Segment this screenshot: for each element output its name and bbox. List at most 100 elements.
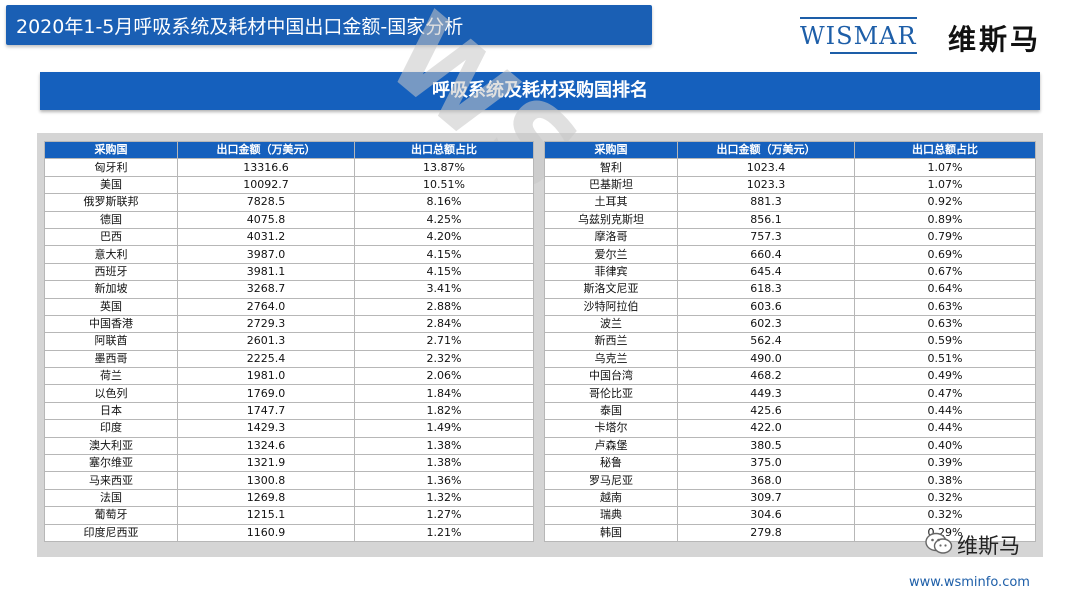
table-row: 塞尔维亚 1321.9 1.38% — [44, 454, 534, 473]
share-cell: 0.79% — [854, 227, 1036, 247]
country-cell: 葡萄牙 — [44, 506, 178, 525]
column-header-country: 采购国 — [544, 140, 678, 160]
country-cell: 塞尔维亚 — [44, 454, 178, 473]
table-row: 阿联酋 2601.3 2.71% — [44, 332, 534, 351]
country-cell: 以色列 — [44, 384, 178, 403]
share-cell: 2.88% — [354, 297, 534, 316]
country-cell: 瑞典 — [544, 506, 678, 525]
table-row: 德国 4075.8 4.25% — [44, 210, 534, 229]
table-row: 斯洛文尼亚 618.3 0.64% — [544, 280, 1036, 299]
country-cell: 法国 — [44, 488, 178, 508]
section-title-bar: 呼吸系统及耗材采购国排名 — [40, 72, 1040, 110]
export-amount-cell: 4031.2 — [177, 227, 355, 247]
export-amount-cell: 422.0 — [677, 419, 855, 438]
share-cell: 1.38% — [354, 454, 534, 473]
logo-en-text: WISMAR — [800, 17, 917, 54]
export-amount-cell: 380.5 — [677, 436, 855, 456]
table-row: 印度 1429.3 1.49% — [44, 419, 534, 438]
share-cell: 2.06% — [354, 367, 534, 386]
share-cell: 2.71% — [354, 332, 534, 351]
country-cell: 墨西哥 — [44, 349, 178, 369]
share-cell: 0.32% — [854, 506, 1036, 525]
export-amount-cell: 13316.6 — [177, 158, 355, 177]
table-row: 法国 1269.8 1.32% — [44, 488, 534, 508]
table-row: 中国台湾 468.2 0.49% — [544, 367, 1036, 386]
table-row: 越南 309.7 0.32% — [544, 488, 1036, 508]
share-cell: 8.16% — [354, 193, 534, 212]
export-amount-cell: 2764.0 — [177, 297, 355, 316]
export-amount-cell: 1269.8 — [177, 488, 355, 508]
country-cell: 新加坡 — [44, 280, 178, 299]
share-cell: 0.51% — [854, 349, 1036, 369]
export-amount-cell: 856.1 — [677, 210, 855, 229]
slide-title: 2020年1-5月呼吸系统及耗材中国出口金额-国家分析 — [16, 16, 464, 38]
export-amount-cell: 490.0 — [677, 349, 855, 369]
table-row: 巴西 4031.2 4.20% — [44, 227, 534, 247]
export-amount-cell: 3268.7 — [177, 280, 355, 299]
country-cell: 西班牙 — [44, 262, 178, 282]
country-cell: 泰国 — [544, 401, 678, 421]
table-row: 波兰 602.3 0.63% — [544, 314, 1036, 334]
table-row: 新西兰 562.4 0.59% — [544, 332, 1036, 351]
country-cell: 沙特阿拉伯 — [544, 297, 678, 316]
table-row: 卢森堡 380.5 0.40% — [544, 436, 1036, 456]
export-amount-cell: 1769.0 — [177, 384, 355, 403]
share-cell: 1.84% — [354, 384, 534, 403]
wechat-icon — [925, 532, 953, 554]
country-cell: 印度尼西亚 — [44, 523, 178, 542]
share-cell: 0.44% — [854, 419, 1036, 438]
share-cell: 1.27% — [354, 506, 534, 525]
country-cell: 哥伦比亚 — [544, 384, 678, 403]
share-cell: 0.63% — [854, 297, 1036, 316]
table-row: 西班牙 3981.1 4.15% — [44, 262, 534, 282]
country-cell: 卢森堡 — [544, 436, 678, 456]
share-cell: 0.69% — [854, 245, 1036, 264]
share-cell: 1.36% — [354, 471, 534, 490]
country-cell: 意大利 — [44, 245, 178, 264]
footer-url[interactable]: www.wsminfo.com — [909, 575, 1030, 590]
export-amount-cell: 449.3 — [677, 384, 855, 403]
table-row: 韩国 279.8 0.29% — [544, 523, 1036, 542]
table-row: 英国 2764.0 2.88% — [44, 297, 534, 316]
export-amount-cell: 3987.0 — [177, 245, 355, 264]
table-row: 土耳其 881.3 0.92% — [544, 193, 1036, 212]
share-cell: 0.44% — [854, 401, 1036, 421]
share-cell: 1.21% — [354, 523, 534, 542]
export-amount-cell: 660.4 — [677, 245, 855, 264]
column-header-share: 出口总额占比 — [354, 140, 534, 160]
country-cell: 巴西 — [44, 227, 178, 247]
export-amount-cell: 2225.4 — [177, 349, 355, 369]
table-row: 巴基斯坦 1023.3 1.07% — [544, 175, 1036, 195]
share-cell: 1.38% — [354, 436, 534, 456]
share-cell: 0.89% — [854, 210, 1036, 229]
export-amount-cell: 1023.3 — [677, 175, 855, 195]
country-cell: 摩洛哥 — [544, 227, 678, 247]
country-cell: 马来西亚 — [44, 471, 178, 490]
table-row: 卡塔尔 422.0 0.44% — [544, 419, 1036, 438]
country-cell: 匈牙利 — [44, 158, 178, 177]
share-cell: 4.15% — [354, 262, 534, 282]
table-row: 乌克兰 490.0 0.51% — [544, 349, 1036, 369]
country-cell: 德国 — [44, 210, 178, 229]
export-amount-cell: 309.7 — [677, 488, 855, 508]
export-amount-cell: 468.2 — [677, 367, 855, 386]
share-cell: 4.20% — [354, 227, 534, 247]
export-amount-cell: 1300.8 — [177, 471, 355, 490]
export-amount-cell: 304.6 — [677, 506, 855, 525]
table-row: 沙特阿拉伯 603.6 0.63% — [544, 297, 1036, 316]
export-amount-cell: 279.8 — [677, 523, 855, 542]
share-cell: 4.15% — [354, 245, 534, 264]
wismar-logo: WISMAR 维斯马 — [800, 12, 1070, 56]
share-cell: 4.25% — [354, 210, 534, 229]
table-row: 泰国 425.6 0.44% — [544, 401, 1036, 421]
country-cell: 俄罗斯联邦 — [44, 193, 178, 212]
country-cell: 荷兰 — [44, 367, 178, 386]
column-header-share: 出口总额占比 — [854, 140, 1036, 160]
column-header-export-amount: 出口金额（万美元） — [677, 140, 855, 160]
export-amount-cell: 603.6 — [677, 297, 855, 316]
share-cell: 0.38% — [854, 471, 1036, 490]
export-amount-cell: 3981.1 — [177, 262, 355, 282]
share-cell: 0.63% — [854, 314, 1036, 334]
table-row: 葡萄牙 1215.1 1.27% — [44, 506, 534, 525]
export-amount-cell: 1321.9 — [177, 454, 355, 473]
